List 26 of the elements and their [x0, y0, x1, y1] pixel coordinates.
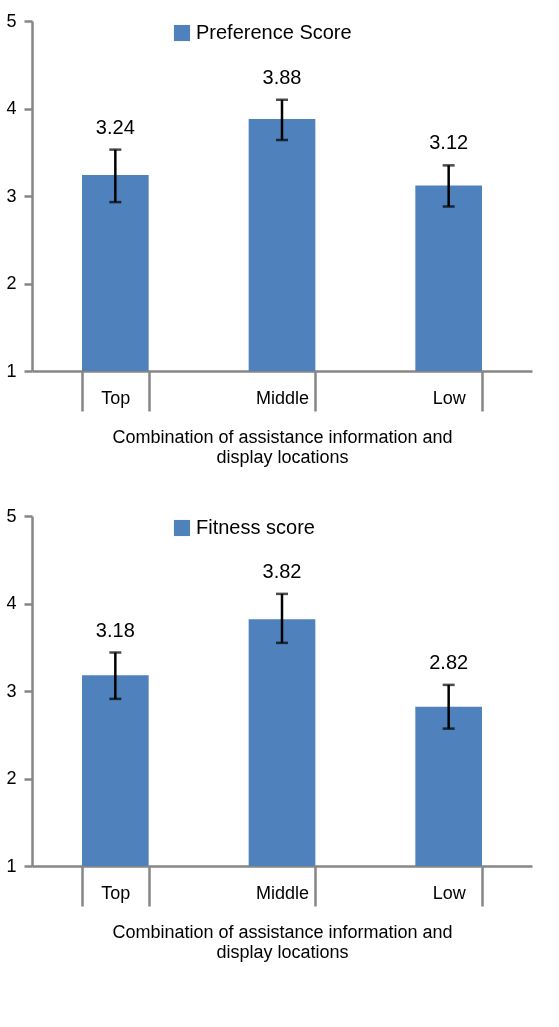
y-tick-label: 1 [6, 360, 17, 381]
legend-label: Preference Score [196, 21, 352, 43]
x-tick-label: Top [101, 882, 131, 903]
data-label: 3.88 [262, 65, 302, 88]
x-axis-title: Combination of assistance information and display locations [112, 426, 453, 467]
y-tick-label: 3 [6, 680, 17, 701]
data-label: 3.12 [429, 131, 469, 154]
data-label: 3.18 [95, 618, 135, 641]
x-tick-label: Low [432, 387, 467, 408]
data-label: 3.24 [95, 115, 135, 138]
y-tick-label: 2 [6, 768, 17, 788]
y-tick-label: 3 [6, 185, 17, 206]
y-tick-label: 1 [6, 855, 17, 876]
y-tick-label: 5 [6, 10, 17, 31]
y-tick-label: 2 [6, 273, 17, 293]
x-tick-label: Middle [255, 387, 310, 408]
data-label: 2.82 [429, 650, 469, 673]
y-tick-label: 4 [6, 98, 17, 118]
y-tick-label: 5 [6, 505, 17, 526]
y-tick-label: 4 [6, 593, 17, 613]
data-label: 3.82 [262, 559, 302, 582]
x-axis-title: Combination of assistance information and display locations [112, 921, 453, 962]
x-tick-label: Low [432, 882, 467, 903]
legend-label: Fitness score [196, 516, 315, 538]
x-tick-label: Middle [255, 882, 310, 903]
x-tick-label: Top [101, 387, 131, 408]
